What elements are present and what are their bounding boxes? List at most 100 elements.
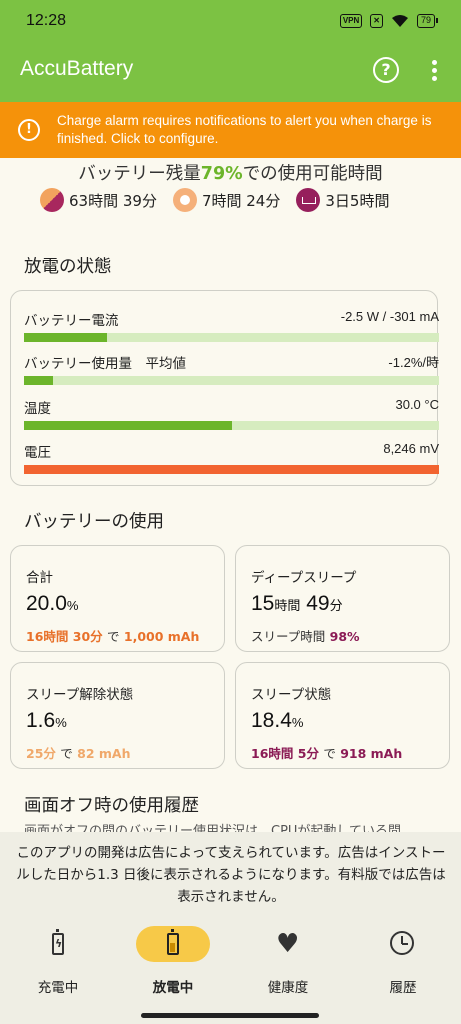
discharge-section-title: 放電の状態 (24, 257, 112, 277)
remaining-combined-value: 63時間 39分 (69, 191, 157, 210)
nav-history-label: 履歴 (389, 980, 417, 996)
app-bar: AccuBattery ? (0, 42, 461, 102)
usage-total-sep: で (107, 629, 120, 644)
usage-total-amount: 1,000 mAh (123, 629, 200, 644)
metric-label: 電圧 (24, 445, 51, 461)
charge-alarm-banner[interactable]: ! Charge alarm requires notifications to… (0, 102, 461, 158)
history-icon (390, 931, 414, 955)
discharging-icon (167, 929, 179, 955)
usage-deep-sleep-card[interactable]: ディープスリープ 15時間 49分 スリープ時間 98% (235, 545, 450, 652)
remaining-battery-percent: 79% (200, 164, 243, 184)
nav-health[interactable]: ♥ 健康度 (238, 926, 338, 996)
usage-total-card[interactable]: 合計 20.0% 16時間 30分 で 1,000 mAh (10, 545, 225, 652)
screen-on-icon (172, 188, 197, 212)
sleep-bed-icon (296, 188, 321, 212)
nav-history[interactable]: 履歴 (353, 926, 453, 996)
percent-unit: % (66, 598, 79, 613)
help-icon[interactable]: ? (373, 57, 399, 83)
usage-total-detail: 16時間 30分 で 1,000 mAh (26, 626, 199, 645)
percent-unit: % (291, 715, 304, 730)
metric-track (24, 333, 439, 342)
nav-charging-label: 充電中 (37, 980, 79, 996)
more-options-icon[interactable] (428, 58, 440, 82)
mixed-usage-icon (40, 188, 64, 212)
minutes-unit: 分 (329, 598, 343, 613)
nav-discharging-pill (136, 926, 210, 962)
metric-fill (24, 465, 439, 474)
remaining-title-suffix: での使用可能時間 (242, 164, 383, 184)
home-indicator[interactable] (141, 1013, 319, 1018)
discharge-card[interactable]: バッテリー電流 -2.5 W / -301 mA バッテリー使用量 平均値 -1… (10, 290, 439, 486)
metric-value: -2.5 W / -301 mA (340, 309, 439, 324)
usage-awake-percent: 1.6% (26, 709, 67, 733)
metric-value: -1.2%/時 (388, 355, 439, 370)
heart-icon: ♥ (276, 929, 300, 959)
vpn-icon: VPN (339, 14, 363, 28)
no-sim-icon: ✕ (370, 14, 383, 28)
screen-off-history-text: 画面がオフの間のバッテリー使用状況は、CPUが起動している間 (24, 824, 402, 832)
charging-icon: ϟ (52, 929, 64, 955)
metric-track (24, 376, 439, 385)
battery-status-icon: 79 (416, 14, 439, 28)
usage-sleep-sep: で (323, 746, 336, 761)
screen-off-history-title: 画面オフ時の使用履歴 (24, 796, 199, 816)
usage-sleep-detail: 16時間 5分 で 918 mAh (251, 743, 402, 762)
usage-sleep-time: 16時間 5分 (251, 746, 319, 761)
ad-notice: このアプリの開発は広告によって支えられています。広告はインストールした日から1.… (0, 832, 461, 912)
metric-label: バッテリー電流 (24, 313, 119, 329)
bottom-navigation: ϟ 充電中 放電中 ♥ 健康度 履歴 (0, 912, 461, 1024)
sleep-time-label: スリープ時間 (251, 629, 326, 644)
remaining-sleep-value: 3日5時間 (325, 191, 390, 210)
sleep-time-value: 98% (329, 629, 360, 644)
nav-health-pill: ♥ (251, 926, 325, 962)
remaining-combined: 63時間 39分 (40, 188, 157, 212)
metric-label: 温度 (24, 401, 51, 417)
usage-total-value: 20.0 (26, 592, 67, 615)
metric-value: 8,246 mV (383, 441, 439, 456)
metric-track (24, 421, 439, 430)
usage-awake-card[interactable]: スリープ解除状態 1.6% 25分 で 82 mAh (10, 662, 225, 769)
usage-sleep-card[interactable]: スリープ状態 18.4% 16時間 5分 で 918 mAh (235, 662, 450, 769)
usage-total-label: 合計 (26, 570, 53, 586)
nav-discharging-label: 放電中 (152, 980, 194, 996)
usage-sleep-label: スリープ状態 (251, 687, 332, 703)
usage-total-time: 16時間 30分 (26, 629, 103, 644)
usage-total-percent: 20.0% (26, 592, 78, 616)
metric-fill (24, 376, 54, 385)
usage-sleep-value: 18.4 (251, 709, 292, 732)
remaining-title-prefix: バッテリー残量 (78, 164, 201, 184)
metric-label: バッテリー使用量 平均値 (24, 356, 186, 372)
usage-section-title: バッテリーの使用 (24, 512, 164, 532)
metric-value: 30.0 °C (395, 397, 439, 412)
wifi-icon (391, 15, 408, 27)
nav-charging[interactable]: ϟ 充電中 (8, 926, 108, 996)
alert-icon: ! (18, 119, 40, 141)
metric-fill (24, 421, 232, 430)
hours-unit: 時間 (274, 598, 301, 613)
status-time: 12:28 (26, 12, 67, 29)
status-icons: VPN ✕ 79 (339, 14, 439, 28)
metric-fill (24, 333, 107, 342)
metric-track (24, 465, 439, 474)
charge-alarm-text: Charge alarm requires notifications to a… (57, 113, 432, 146)
nav-health-label: 健康度 (267, 980, 309, 996)
remaining-sleep: 3日5時間 (296, 188, 389, 212)
usage-awake-value: 1.6 (26, 709, 56, 732)
nav-discharging[interactable]: 放電中 (123, 926, 223, 996)
usage-deep-sleep-duration: 15時間 49分 (251, 592, 343, 616)
usage-awake-label: スリープ解除状態 (26, 687, 134, 703)
remaining-time-title: バッテリー残量79%での使用可能時間 (0, 160, 461, 185)
nav-history-pill (366, 926, 440, 962)
status-bar: 12:28 VPN ✕ 79 (0, 0, 461, 42)
usage-deep-sleep-detail: スリープ時間 98% (251, 626, 360, 645)
usage-sleep-percent: 18.4% (251, 709, 303, 733)
usage-awake-detail: 25分 で 82 mAh (26, 743, 131, 762)
usage-awake-amount: 82 mAh (77, 746, 131, 761)
app-title: AccuBattery (20, 57, 134, 80)
remaining-screen-on: 7時間 24分 (172, 188, 281, 212)
usage-awake-time: 25分 (26, 746, 56, 761)
ad-notice-text: このアプリの開発は広告によって支えられています。広告はインストールした日から1.… (16, 845, 446, 905)
deep-sleep-hours: 15 (251, 592, 275, 615)
remaining-screen-on-value: 7時間 24分 (201, 191, 281, 210)
nav-charging-pill: ϟ (21, 926, 95, 962)
